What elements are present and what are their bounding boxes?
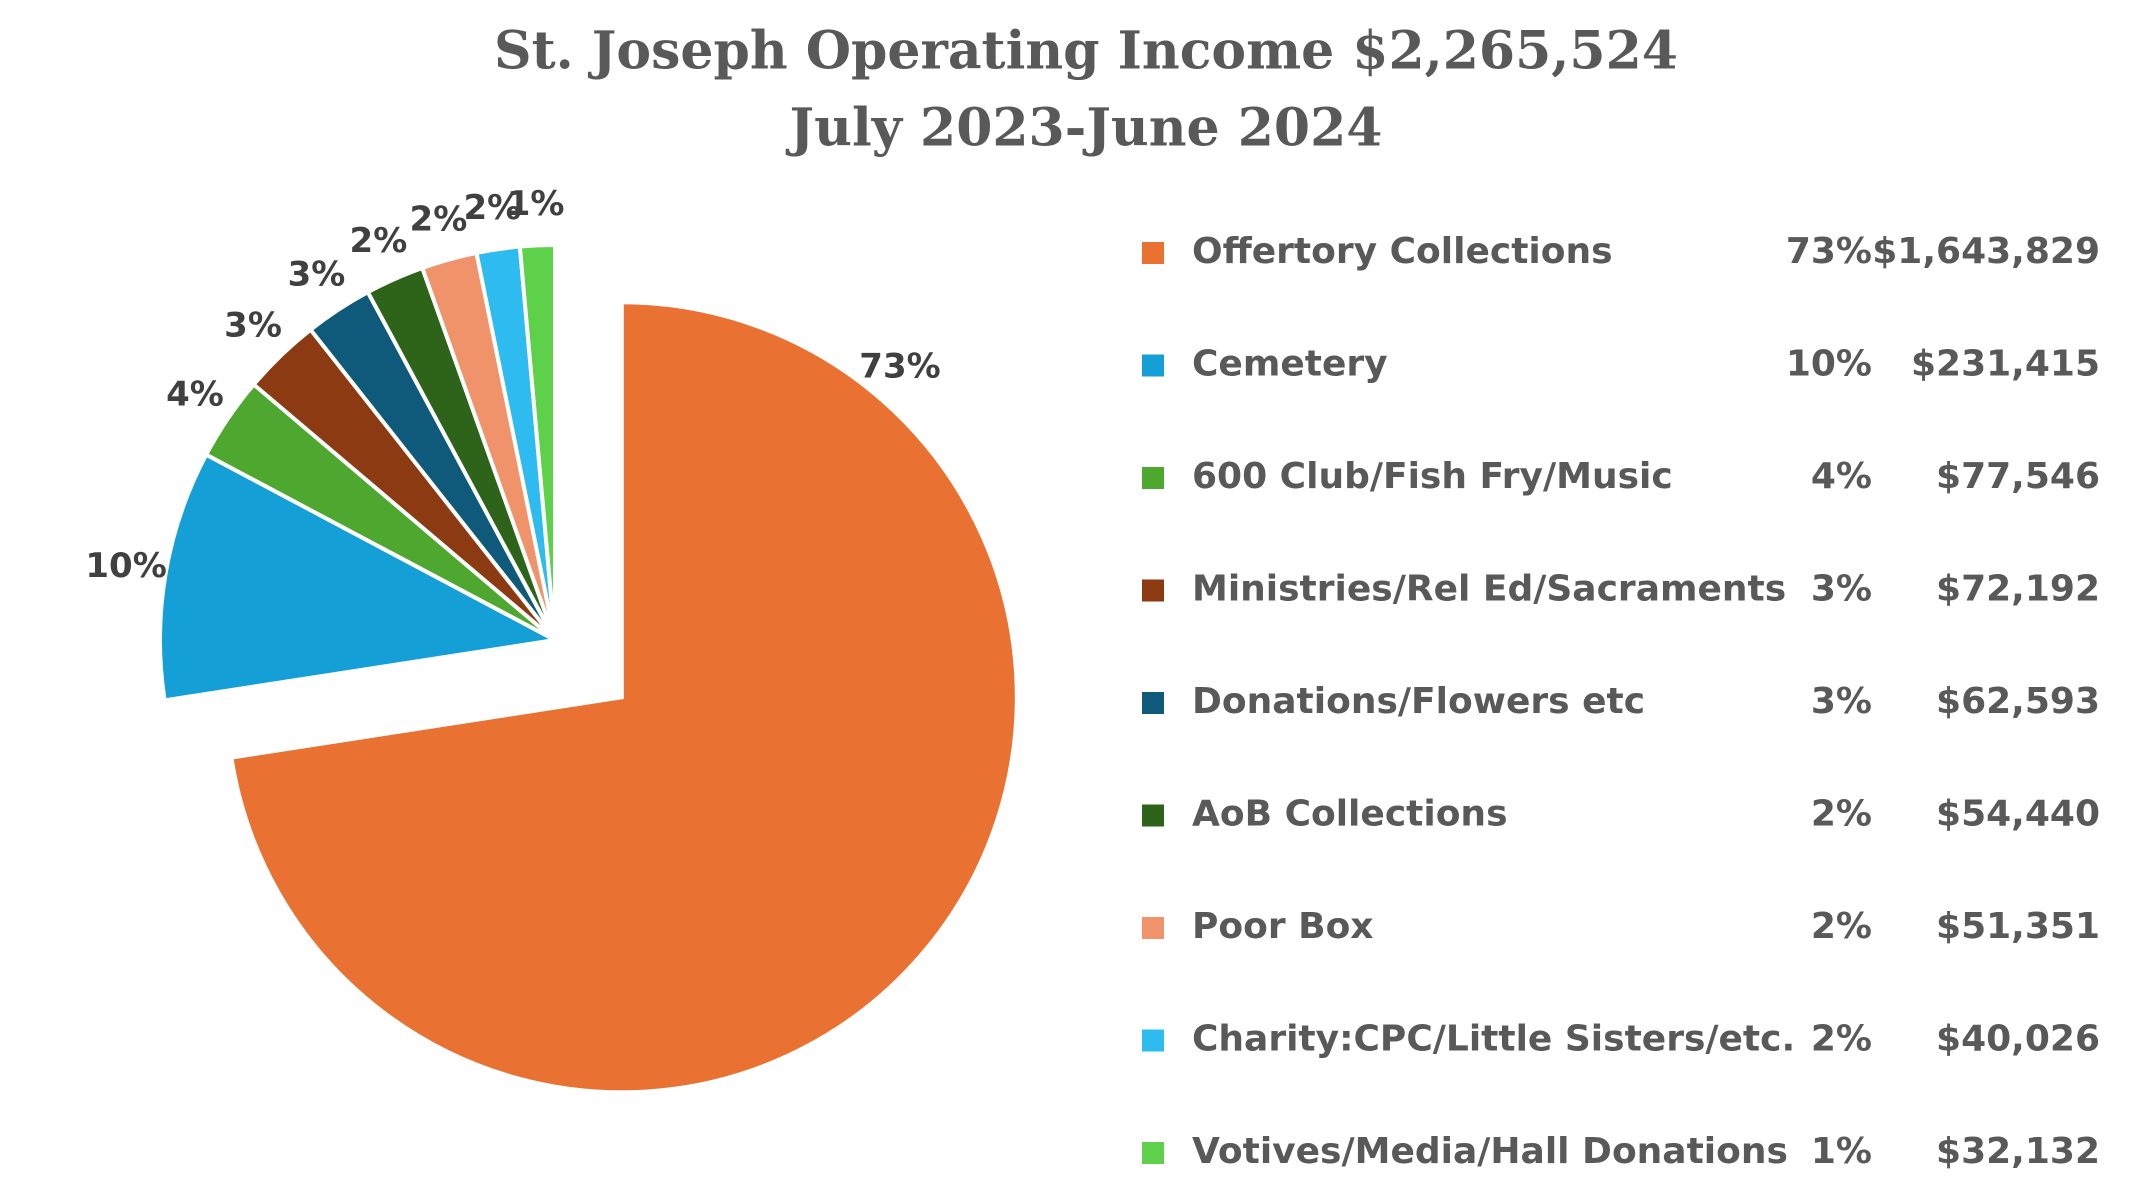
pie-slice <box>158 451 562 703</box>
legend-value: $32,132 <box>1936 1131 2100 1172</box>
data-label: 4% <box>166 374 224 414</box>
chart-subtitle: July 2023-June 2024 <box>786 98 1383 159</box>
data-label: 2% <box>463 188 521 228</box>
legend-label: 600 Club/Fish Fry/Music <box>1192 456 1673 497</box>
legend-swatch <box>1142 242 1164 264</box>
legend-percent: 1% <box>1811 1131 1872 1172</box>
legend-label: Ministries/Rel Ed/Sacraments <box>1192 569 1786 610</box>
legend-label: Offertory Collections <box>1192 231 1613 272</box>
legend-value: $1,643,829 <box>1872 231 2100 272</box>
legend-percent: 3% <box>1811 569 1872 610</box>
legend-swatch <box>1142 1029 1164 1052</box>
data-label: 3% <box>224 305 282 345</box>
legend-value: $62,593 <box>1936 681 2100 722</box>
legend-value: $231,415 <box>1911 344 2100 385</box>
data-label: 73% <box>859 347 940 387</box>
data-label: 10% <box>85 546 166 586</box>
legend-label: Cemetery <box>1192 344 1388 385</box>
legend-value: $72,192 <box>1936 569 2100 610</box>
legend-percent: 2% <box>1811 1019 1872 1060</box>
legend-value: $54,440 <box>1936 794 2100 835</box>
legend-percent: 4% <box>1811 456 1872 497</box>
legend-percent: 73% <box>1786 231 1872 272</box>
pie-slice <box>517 242 557 641</box>
legend-percent: 10% <box>1786 344 1872 385</box>
pie-slice <box>229 300 1019 1095</box>
legend-swatch <box>1142 579 1164 602</box>
legend-label: AoB Collections <box>1192 794 1508 835</box>
legend-label: Donations/Flowers etc <box>1192 681 1645 722</box>
data-label: 1% <box>507 184 565 224</box>
legend-label: Poor Box <box>1192 906 1374 947</box>
legend-percent: 2% <box>1811 794 1872 835</box>
legend-swatch <box>1142 692 1164 714</box>
legend-swatch <box>1142 917 1164 939</box>
legend-label: Votives/Media/Hall Donations <box>1192 1131 1788 1172</box>
data-label: 2% <box>350 221 408 261</box>
legend-swatch <box>1142 804 1164 827</box>
legend-swatch <box>1142 1142 1164 1164</box>
data-label: 2% <box>410 199 468 239</box>
data-label: 3% <box>288 255 346 295</box>
legend-label: Charity:CPC/Little Sisters/etc. <box>1192 1019 1795 1060</box>
legend-swatch <box>1142 467 1164 489</box>
legend-value: $51,351 <box>1936 906 2100 947</box>
legend-value: $77,546 <box>1936 456 2100 497</box>
legend-percent: 3% <box>1811 681 1872 722</box>
chart-title: St. Joseph Operating Income $2,265,524 <box>494 21 1678 82</box>
legend-swatch <box>1142 354 1164 377</box>
legend-value: $40,026 <box>1936 1019 2100 1060</box>
legend-percent: 2% <box>1811 906 1872 947</box>
